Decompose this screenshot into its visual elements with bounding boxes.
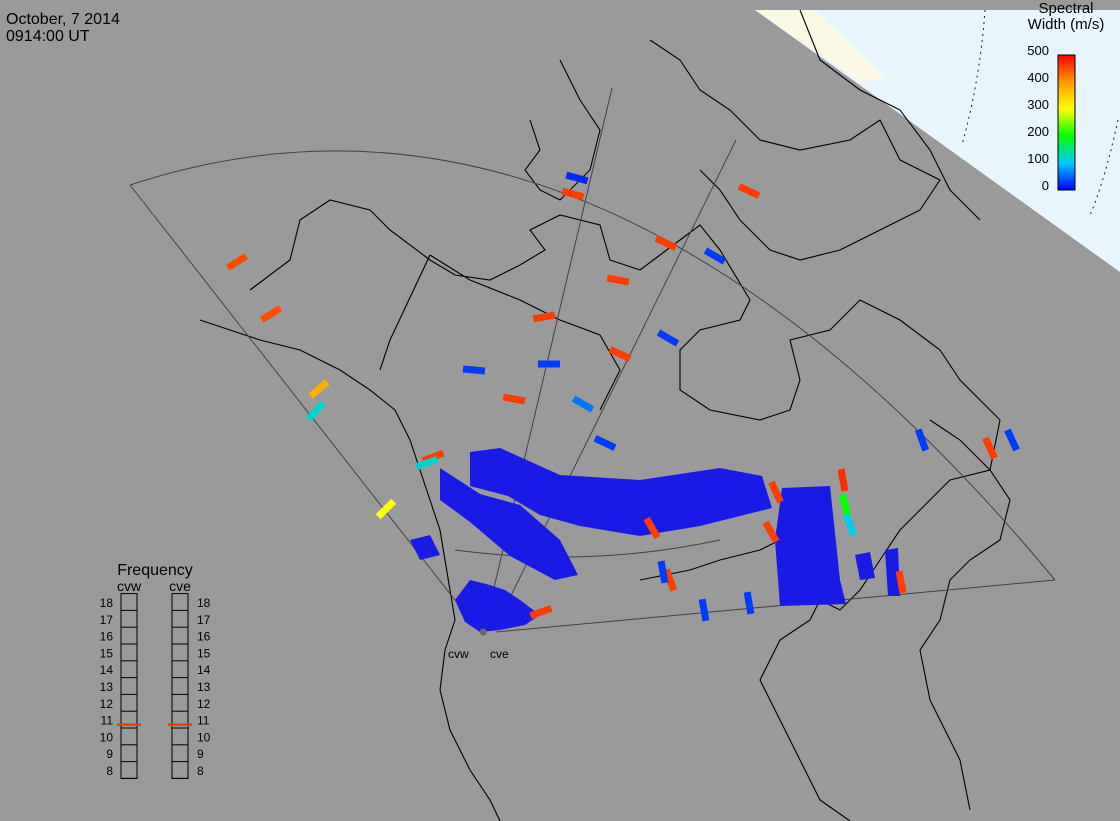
colorbar-tick-label: 100 <box>1027 151 1049 166</box>
frequency-tick-label: 9 <box>106 747 113 761</box>
time: 0914:00 UT <box>6 28 90 45</box>
echo <box>308 379 330 399</box>
echo <box>565 171 589 185</box>
echo <box>643 516 661 540</box>
colorbar-tick-label: 400 <box>1027 70 1049 85</box>
frequency-tick-label: 11 <box>101 714 114 728</box>
frequency-tick-label: 17 <box>197 613 211 627</box>
echo <box>259 305 283 323</box>
echoes <box>225 171 1020 622</box>
echo <box>502 393 526 405</box>
frequency-tick-label: 16 <box>197 630 211 644</box>
colorbar-tick-label: 500 <box>1027 43 1049 58</box>
frequency-tick-label: 15 <box>100 646 114 660</box>
radar-label: cve <box>490 647 509 661</box>
echo <box>842 513 858 537</box>
frequency-title: Frequency <box>117 562 193 579</box>
frequency-tick-label: 15 <box>197 646 211 660</box>
colorbar-tick-label: 0 <box>1042 178 1049 193</box>
frequency-tick-label: 16 <box>100 630 114 644</box>
twilight-band <box>755 10 885 82</box>
echo <box>743 591 755 615</box>
echo <box>654 235 678 251</box>
frequency-tick-label: 13 <box>100 680 114 694</box>
frequency-tick-label: 12 <box>197 697 211 711</box>
echo <box>762 520 780 544</box>
colorbar-tick-label: 200 <box>1027 124 1049 139</box>
radar-site <box>479 628 487 636</box>
echo <box>698 598 710 622</box>
echo <box>561 187 585 201</box>
echo <box>703 247 727 265</box>
colorbar: 500 400 300 200 100 0 <box>1027 43 1076 193</box>
frequency-tick-label: 12 <box>100 697 114 711</box>
echo-regions <box>410 448 900 632</box>
colorbar-title: Spectral <box>1038 0 1093 17</box>
echo <box>657 560 669 584</box>
echo <box>529 604 553 620</box>
frequency-tick-label: 8 <box>197 764 204 778</box>
frequency-tick-label: 17 <box>100 613 114 627</box>
echo <box>982 436 998 460</box>
echo <box>914 428 930 452</box>
echo <box>837 468 849 492</box>
frequency-tick-label: 13 <box>197 680 211 694</box>
colorbar-title: Width (m/s) <box>1028 16 1105 33</box>
frequency-tick-label: 18 <box>197 596 211 610</box>
echo <box>593 435 617 451</box>
latitude-circle <box>1089 119 1119 216</box>
echo <box>571 395 595 413</box>
frequency-tick-label: 10 <box>100 730 114 744</box>
radar-label: cvw <box>448 647 469 661</box>
frequency-radar: cve <box>169 578 191 594</box>
frequency-tick-label: 8 <box>106 764 113 778</box>
frequency-tick-label: 11 <box>197 714 210 728</box>
frequency-panel: Frequency cvw cve 18 17 16 15 14 13 12 11 10 9 8 18… <box>100 562 211 779</box>
frequency-tick-label: 14 <box>100 663 114 677</box>
frequency-tick-label: 9 <box>197 747 204 761</box>
echo <box>1004 428 1020 452</box>
echo <box>838 493 852 517</box>
echo <box>606 274 630 286</box>
echo <box>895 570 907 594</box>
frequency-tick-label: 14 <box>197 663 211 677</box>
echo <box>225 253 249 271</box>
echo <box>532 311 556 323</box>
colorbar-tick-label: 300 <box>1027 97 1049 112</box>
echo <box>415 455 439 471</box>
echo <box>306 400 326 422</box>
frequency-tick-label: 10 <box>197 730 211 744</box>
echo <box>608 346 632 362</box>
date: October, 7 2014 <box>6 11 120 28</box>
echo <box>768 480 784 504</box>
echo <box>656 329 680 347</box>
frequency-tick-label: 18 <box>100 596 114 610</box>
echo <box>538 360 560 368</box>
polar-region <box>755 10 1120 272</box>
echo <box>375 498 397 520</box>
frequency-radar: cvw <box>117 578 142 594</box>
echo <box>737 183 761 199</box>
echo <box>462 365 486 375</box>
colorbar-scale <box>1057 54 1076 191</box>
